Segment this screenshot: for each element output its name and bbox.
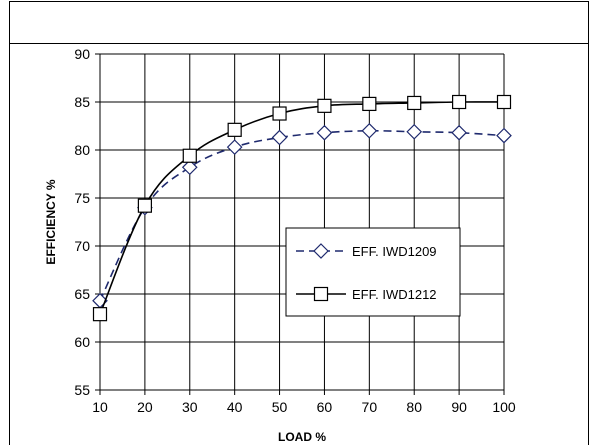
series-line-1 — [99, 129, 505, 302]
x-tick-label: 20 — [137, 399, 153, 415]
chart-legend: EFF. IWD1209 EFF. IWD1212 — [285, 227, 461, 317]
x-tick-label: 100 — [492, 399, 516, 415]
data-point-square-2-80 — [407, 95, 422, 111]
x-tick-label: 90 — [451, 399, 467, 415]
series-layer — [92, 94, 512, 322]
data-point-square-2-90 — [452, 94, 467, 110]
series-eff-iwd1212 — [92, 94, 512, 322]
series-eff-iwd1209 — [92, 122, 512, 309]
grid-layer — [99, 53, 505, 391]
y-tick-label: 90 — [74, 46, 90, 62]
x-axis-title: LOAD % — [278, 430, 326, 444]
y-tick-label: 80 — [74, 142, 90, 158]
data-point-diamond-1-40 — [226, 139, 243, 155]
plot-area — [100, 54, 504, 390]
x-tick-label: 30 — [182, 399, 198, 415]
legend-box — [285, 227, 461, 317]
x-tick-label: 10 — [92, 399, 108, 415]
data-point-diamond-1-50 — [271, 129, 288, 146]
data-point-diamond-legend-1 — [313, 243, 329, 259]
x-tick-label: 40 — [227, 399, 243, 415]
series-line-2 — [99, 101, 505, 315]
x-tick-label: 50 — [272, 399, 288, 415]
data-point-diamond-1-100 — [496, 127, 512, 144]
data-point-diamond-1-30 — [181, 159, 198, 176]
data-point-square-2-100 — [496, 94, 512, 110]
x-tick-label: 80 — [406, 399, 422, 415]
data-point-diamond-1-90 — [451, 124, 467, 141]
y-tick-label: 85 — [74, 94, 90, 110]
y-tick-label: 60 — [74, 334, 90, 350]
y-tick-label: 55 — [74, 382, 90, 398]
data-point-square-2-20 — [137, 198, 152, 213]
y-axis-title: EFFICIENCY % — [44, 179, 58, 264]
legend-label-1: EFF. IWD1209 — [352, 244, 437, 259]
y-tick-label: 65 — [74, 286, 90, 302]
y-tick-label: 75 — [74, 190, 90, 206]
x-tick-label: 60 — [317, 399, 333, 415]
axis-layer: 10 20 30 40 50 60 70 80 90 100 55 60 65 70 75 80 85 90 — [74, 46, 515, 415]
legend-label-2: EFF. IWD1212 — [352, 287, 437, 302]
data-point-square-2-40 — [227, 122, 242, 137]
data-point-square-2-10 — [92, 307, 108, 322]
data-point-diamond-1-80 — [406, 123, 423, 140]
data-point-square-2-50 — [272, 106, 287, 121]
data-point-diamond-1-60 — [316, 124, 333, 141]
data-point-square-legend-2 — [313, 286, 329, 302]
data-point-square-2-70 — [362, 96, 377, 112]
data-point-square-2-60 — [317, 98, 332, 113]
data-point-diamond-1-70 — [361, 122, 378, 139]
y-tick-label: 70 — [74, 238, 90, 254]
chart-title-box — [9, 1, 589, 45]
data-point-square-2-30 — [182, 148, 197, 163]
x-tick-label: 70 — [362, 399, 378, 415]
